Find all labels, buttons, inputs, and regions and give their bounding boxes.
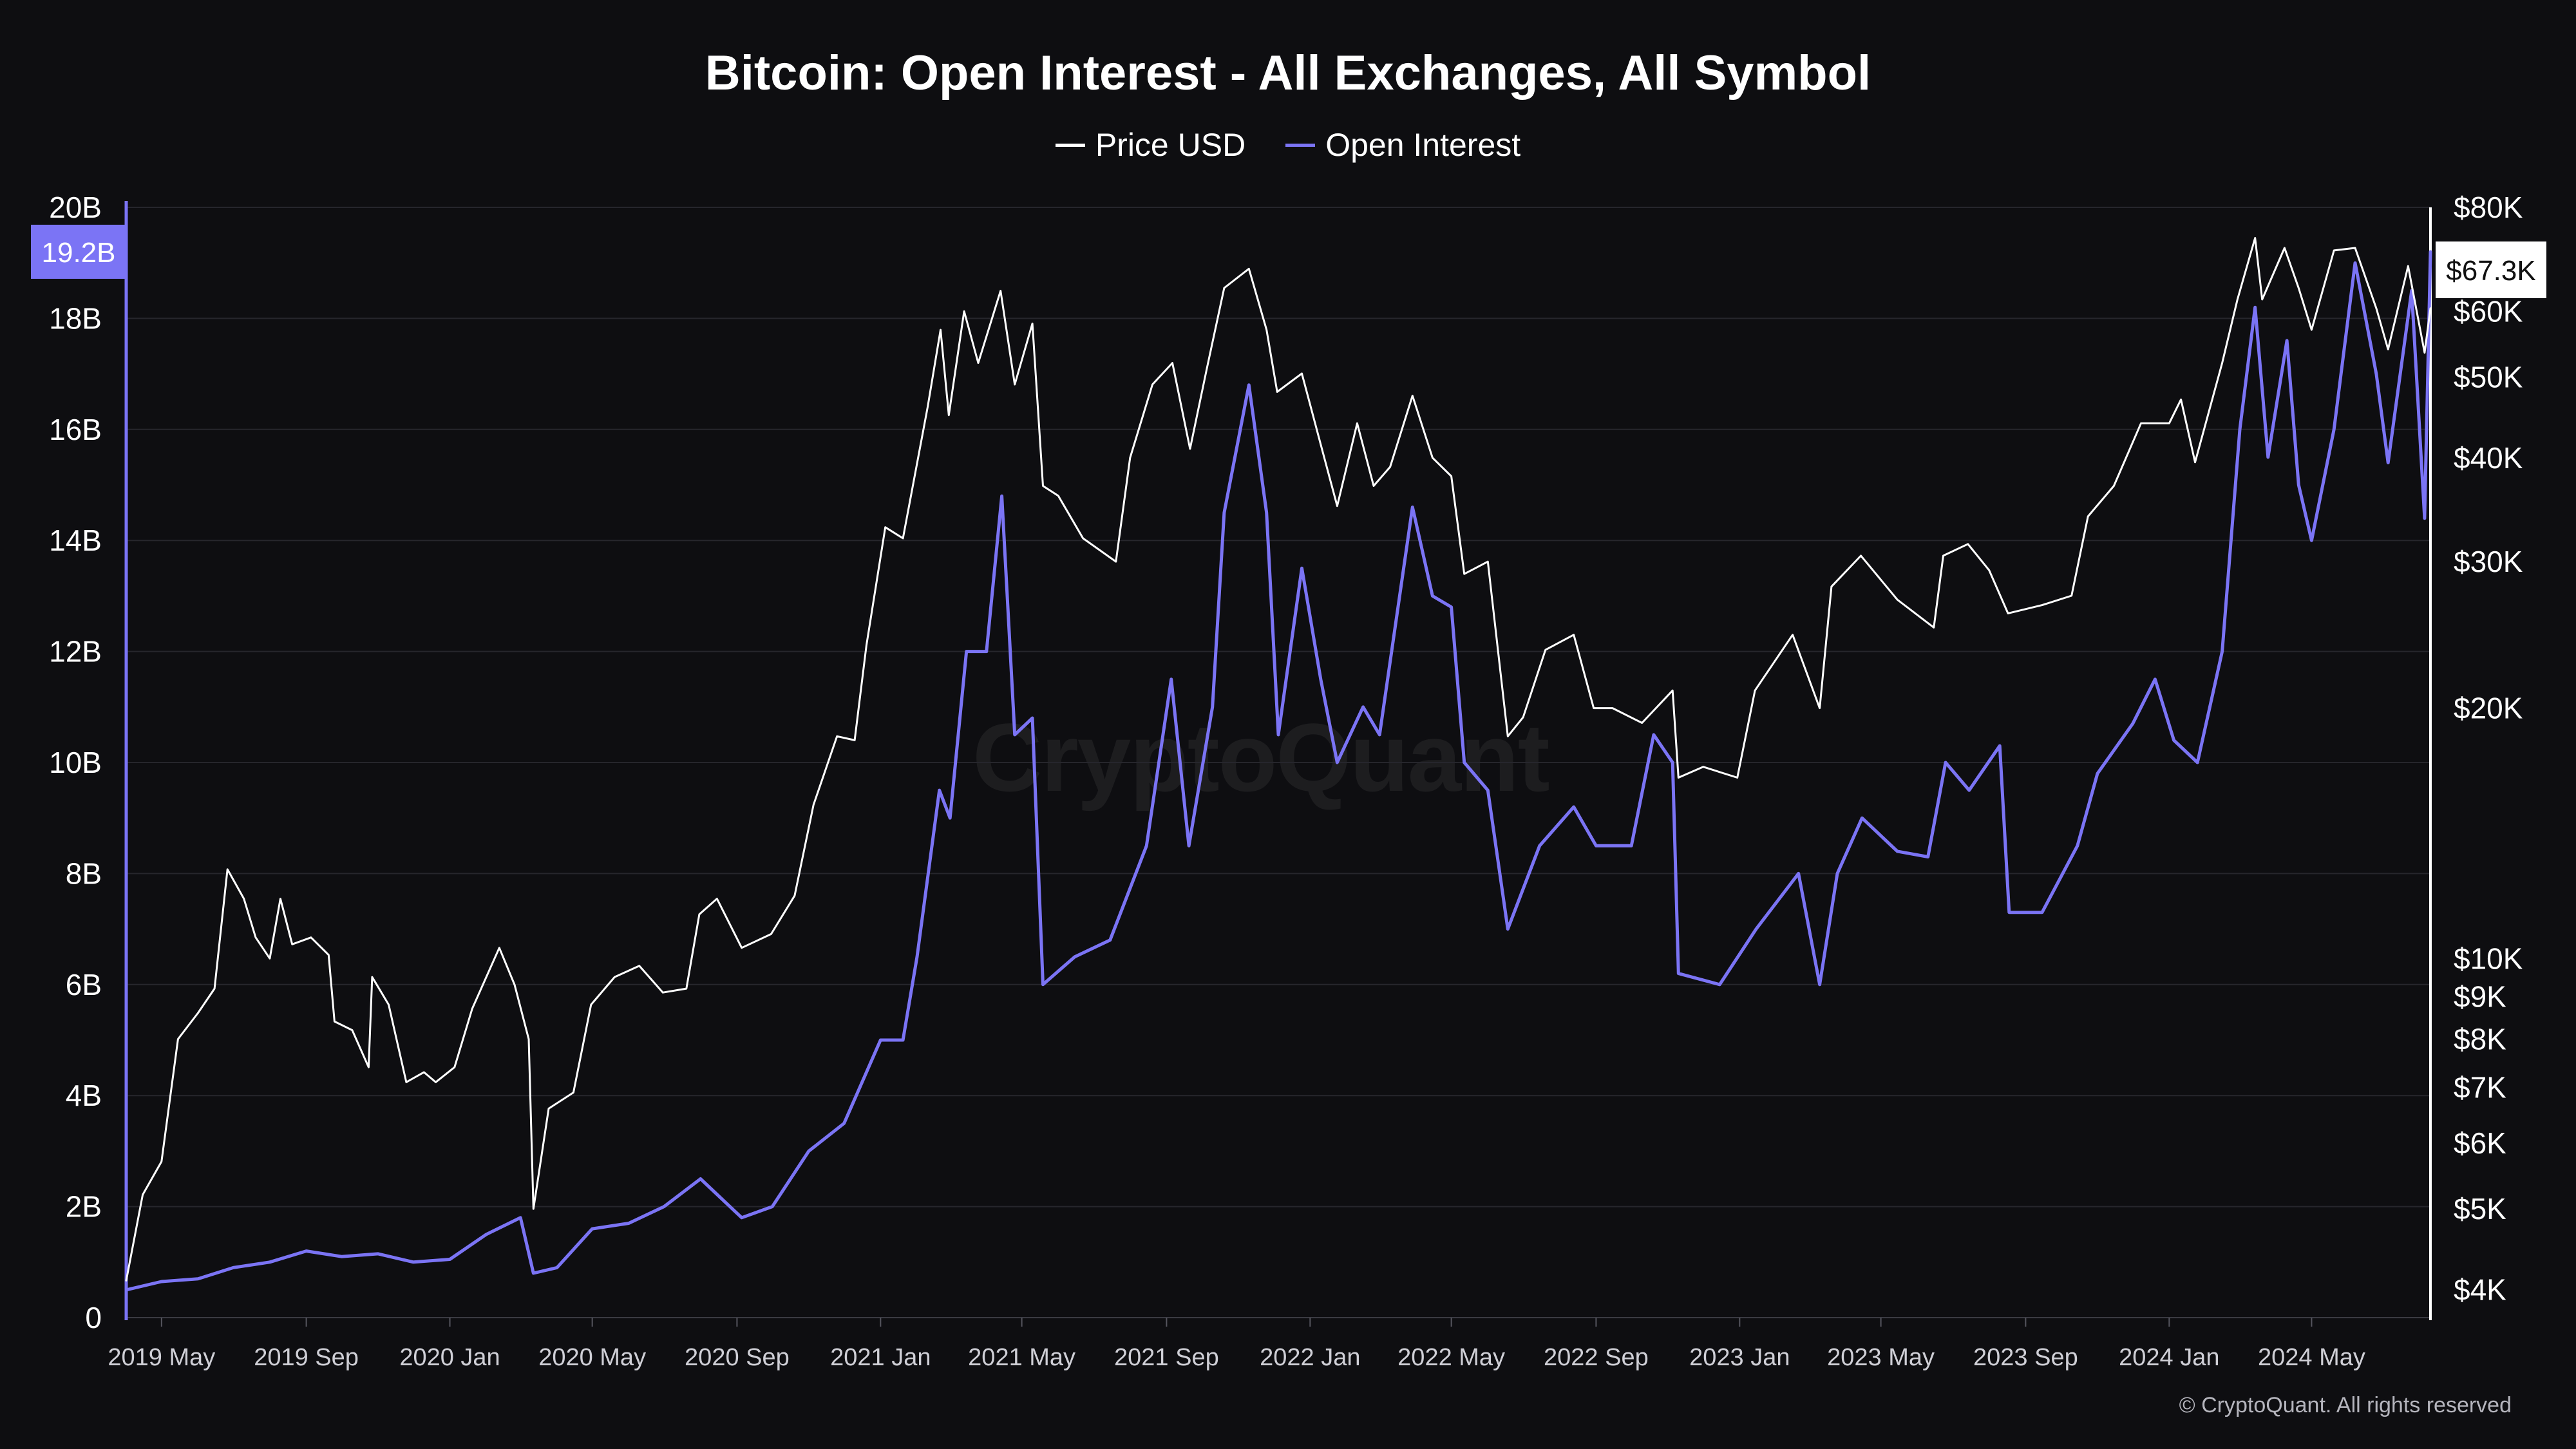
y-right-tick-label: $8K: [2454, 1022, 2506, 1056]
x-tick-label: 2019 May: [108, 1344, 215, 1371]
x-tick-label: 2023 Sep: [1973, 1344, 2078, 1371]
y-left-tick-label: 16B: [49, 413, 102, 446]
x-tick-label: 2022 Sep: [1544, 1344, 1649, 1371]
x-tick-label: 2023 May: [1827, 1344, 1935, 1371]
y-left-tick-label: 2B: [66, 1190, 102, 1224]
y-right-tick-label: $50K: [2454, 361, 2523, 394]
y-left-tick-label: 12B: [49, 635, 102, 668]
x-tick-label: 2019 Sep: [254, 1344, 359, 1371]
x-tick-label: 2024 May: [2258, 1344, 2365, 1371]
x-tick-label: 2021 May: [968, 1344, 1075, 1371]
y-left-tick-label: 10B: [49, 746, 102, 779]
left-value-badge-label: 19.2B: [42, 237, 116, 269]
x-tick-label: 2020 May: [538, 1344, 646, 1371]
legend-item-open-interest[interactable]: Open Interest: [1285, 126, 1520, 164]
y-left-tick-label: 6B: [66, 968, 102, 1001]
x-tick-label: 2022 May: [1397, 1344, 1505, 1371]
x-tick-label: 2020 Sep: [685, 1344, 790, 1371]
y-right-tick-label: $20K: [2454, 692, 2523, 725]
y-right-tick-label: $10K: [2454, 942, 2523, 975]
legend-label-price: Price USD: [1095, 127, 1246, 163]
series-line-price: [125, 237, 2432, 1282]
right-value-badge-label: $67.3K: [2446, 255, 2535, 287]
x-tick-label: 2020 Jan: [399, 1344, 500, 1371]
chart-title: Bitcoin: Open Interest - All Exchanges, …: [705, 46, 1871, 100]
y-right-tick-label: $5K: [2454, 1192, 2506, 1226]
left-value-badge: [31, 224, 126, 279]
watermark: CryptoQuant: [972, 703, 1550, 811]
chart-legend: Price USD Open Interest: [0, 126, 2576, 164]
x-tick-label: 2023 Jan: [1689, 1344, 1790, 1371]
x-tick-label: 2024 Jan: [2119, 1344, 2219, 1371]
series-line-open-interest: [124, 250, 2432, 1292]
y-right-tick-label: $80K: [2454, 191, 2523, 224]
y-left-tick-label: 4B: [66, 1079, 102, 1112]
legend-swatch-price: [1055, 143, 1085, 147]
y-left-tick-label: 18B: [49, 301, 102, 335]
y-right-tick-label: $6K: [2454, 1126, 2506, 1160]
y-right-tick-label: $7K: [2454, 1070, 2506, 1104]
x-tick-label: 2021 Jan: [830, 1344, 931, 1371]
y-left-tick-label: 0: [85, 1301, 102, 1334]
x-tick-label: 2021 Sep: [1114, 1344, 1219, 1371]
y-right-tick-label: $4K: [2454, 1273, 2506, 1306]
y-right-tick-label: $30K: [2454, 545, 2523, 578]
x-tick-label: 2022 Jan: [1260, 1344, 1360, 1371]
legend-label-open-interest: Open Interest: [1325, 127, 1521, 163]
y-right-tick-label: $60K: [2454, 294, 2523, 328]
legend-swatch-open-interest: [1285, 143, 1316, 147]
right-value-badge: [2436, 241, 2546, 298]
y-right-tick-label: $9K: [2454, 980, 2506, 1013]
y-right-tick-label: $40K: [2454, 441, 2523, 475]
y-left-tick-label: 8B: [66, 857, 102, 890]
legend-item-price[interactable]: Price USD: [1055, 126, 1246, 164]
y-left-tick-label: 20B: [49, 191, 102, 224]
y-left-tick-label: 14B: [49, 524, 102, 557]
copyright-notice: © CryptoQuant. All rights reserved: [2179, 1393, 2512, 1417]
